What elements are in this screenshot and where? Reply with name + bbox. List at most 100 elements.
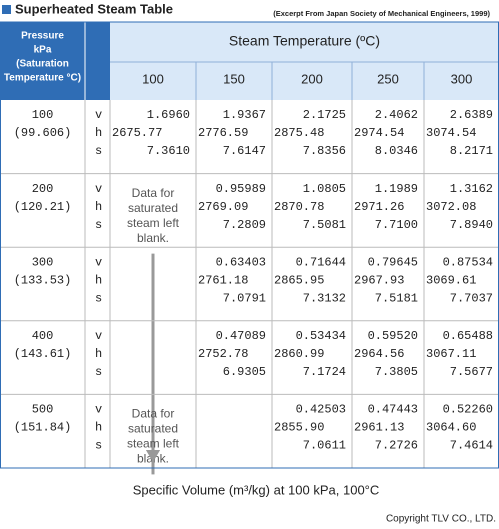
property: s — [95, 291, 102, 305]
property: h — [95, 200, 102, 214]
arrow-head — [146, 450, 160, 462]
cell-value: 7.5677 — [450, 365, 493, 379]
property: s — [95, 218, 102, 232]
cell-value: 7.2809 — [223, 218, 266, 232]
cell-value: 0.87534 — [443, 255, 493, 269]
cell-value: 7.4614 — [450, 439, 493, 453]
saturation-temperature: (143.61) — [14, 347, 72, 361]
property: s — [95, 365, 102, 379]
cell-value: 7.5181 — [375, 291, 418, 305]
cell-value: 7.8356 — [303, 144, 346, 158]
column-header: 200 — [301, 71, 323, 86]
cell-value: 2974.54 — [354, 126, 404, 140]
source: (Excerpt From Japan Society of Mechanica… — [273, 9, 490, 18]
cell-value: 3072.08 — [426, 200, 476, 214]
cell-value: 0.52260 — [443, 403, 493, 417]
cell-value: 2.6389 — [450, 108, 493, 122]
cell-value: 2964.56 — [354, 347, 404, 361]
property: v — [95, 108, 102, 122]
cell-value: 7.1724 — [303, 365, 346, 379]
cell-value: 0.63403 — [216, 255, 266, 269]
cell-value: 2961.13 — [354, 421, 404, 435]
cell-value: 0.65488 — [443, 329, 493, 343]
cell-value: 7.5081 — [303, 218, 346, 232]
cell-value: 2875.48 — [274, 126, 324, 140]
corner-header: (Saturation — [16, 59, 69, 70]
cell-value: 6.9305 — [223, 365, 266, 379]
saturation-temperature: (120.21) — [14, 200, 72, 214]
corner-header: kPa — [34, 45, 52, 56]
cell-value: 0.95989 — [216, 182, 266, 196]
property: h — [95, 421, 102, 435]
cell-value: 7.2726 — [375, 439, 418, 453]
cell-value: 8.2171 — [450, 144, 493, 158]
cell-value: 2967.93 — [354, 273, 404, 287]
cell-value: 3064.60 — [426, 421, 476, 435]
cell-value: 2971.26 — [354, 200, 404, 214]
column-header: 250 — [377, 71, 399, 86]
property: h — [95, 347, 102, 361]
saturation-temperature: (151.84) — [14, 421, 72, 435]
cell-value: 1.6960 — [147, 108, 190, 122]
cell-value: 7.3132 — [303, 291, 346, 305]
property: v — [95, 255, 102, 269]
cell-value: 2675.77 — [112, 126, 162, 140]
cell-value: 0.47443 — [368, 403, 418, 417]
property: v — [95, 403, 102, 417]
saturation-temperature: (133.53) — [14, 273, 72, 287]
cell-value: 0.53434 — [296, 329, 346, 343]
cell-value: 8.0346 — [375, 144, 418, 158]
cell-value: 0.47089 — [216, 329, 266, 343]
cell-value: 1.1989 — [375, 182, 418, 196]
property: s — [95, 439, 102, 453]
cell-value: 2776.59 — [198, 126, 248, 140]
blank-note: Data for — [132, 407, 175, 421]
column-header: 150 — [223, 71, 245, 86]
property: h — [95, 126, 102, 140]
corner-header: Pressure — [21, 31, 64, 42]
pressure: 100 — [32, 108, 54, 122]
corner-header: Temperature °C) — [4, 73, 81, 84]
cell-value: 0.42503 — [296, 403, 346, 417]
blank-note: Data for — [132, 186, 175, 200]
pressure: 500 — [32, 403, 54, 417]
cell-value: 3069.61 — [426, 273, 476, 287]
column-header: 300 — [451, 71, 473, 86]
cell-value: 7.0791 — [223, 291, 266, 305]
blank-note: steam left — [127, 437, 180, 451]
cell-value: 1.9367 — [223, 108, 266, 122]
group-header-bg — [110, 22, 499, 100]
pressure: 200 — [32, 182, 54, 196]
cell-value: 2855.90 — [274, 421, 324, 435]
cell-value: 2860.99 — [274, 347, 324, 361]
column-header: 100 — [142, 71, 164, 86]
cell-value: 2.1725 — [303, 108, 346, 122]
cell-value: 2769.09 — [198, 200, 248, 214]
cell-value: 0.71644 — [296, 255, 346, 269]
cell-value: 7.8940 — [450, 218, 493, 232]
property: s — [95, 144, 102, 158]
cell-value: 7.0611 — [303, 439, 346, 453]
property: v — [95, 329, 102, 343]
blank-note: saturated — [128, 201, 178, 215]
property: v — [95, 182, 102, 196]
blank-note: steam left — [127, 216, 180, 230]
cell-value: 2.4062 — [375, 108, 418, 122]
title-icon — [2, 5, 11, 14]
cell-value: 2752.78 — [198, 347, 248, 361]
cell-value: 0.79645 — [368, 255, 418, 269]
blank-note: saturated — [128, 422, 178, 436]
caption: Specific Volume (m³/kg) at 100 kPa, 100°… — [133, 482, 380, 497]
cell-value: 3067.11 — [426, 347, 476, 361]
cell-value: 7.3805 — [375, 365, 418, 379]
cell-value: 1.3162 — [450, 182, 493, 196]
corner-header-bg — [0, 22, 110, 100]
pressure: 300 — [32, 255, 54, 269]
cell-value: 0.59520 — [368, 329, 418, 343]
cell-value: 7.6147 — [223, 144, 266, 158]
group-header: Steam Temperature (ºC) — [229, 33, 380, 49]
cell-value: 2865.95 — [274, 273, 324, 287]
cell-value: 3074.54 — [426, 126, 476, 140]
